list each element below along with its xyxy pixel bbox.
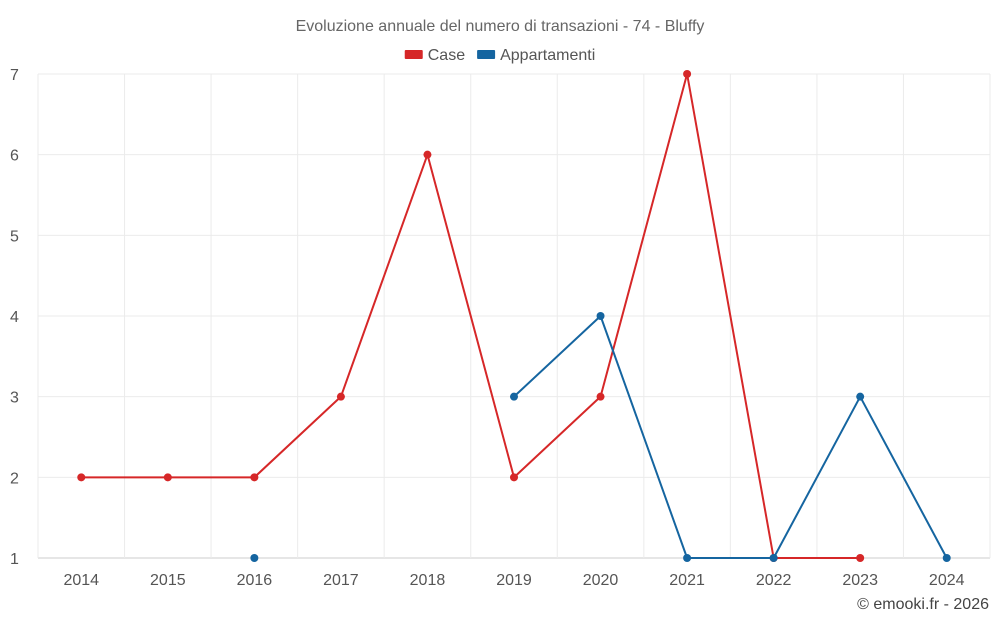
y-tick-label: 7 xyxy=(10,67,19,84)
chart-title: Evoluzione annuale del numero di transaz… xyxy=(296,18,705,35)
series-layer xyxy=(77,70,951,562)
x-tick-label: 2022 xyxy=(756,572,792,589)
x-tick-label: 2019 xyxy=(496,572,532,589)
x-tick-label: 2021 xyxy=(669,572,705,589)
data-point-case[interactable] xyxy=(163,473,172,482)
legend-swatch xyxy=(404,50,423,59)
data-point-case[interactable] xyxy=(596,392,605,401)
data-point-case[interactable] xyxy=(77,473,86,482)
data-point-case[interactable] xyxy=(250,473,259,482)
legend-label: Case xyxy=(428,47,465,64)
series-case xyxy=(77,70,865,562)
data-point-case[interactable] xyxy=(683,70,692,78)
y-tick-label: 3 xyxy=(10,390,19,407)
series-appartamenti xyxy=(250,312,951,562)
legend-item-case[interactable]: Case xyxy=(404,47,465,64)
data-point-case[interactable] xyxy=(510,473,518,482)
axes: 1 2 3 4 5 6 7 2014 2015 2016 2017 2018 2019 2020 2021 2… xyxy=(10,67,965,589)
y-tick-label: 1 xyxy=(10,551,19,568)
y-tick-label: 6 xyxy=(10,148,19,165)
data-point-case[interactable] xyxy=(856,554,865,562)
x-tick-label: 2024 xyxy=(929,572,965,589)
data-point-appartamenti[interactable] xyxy=(769,554,778,562)
x-tick-label: 2017 xyxy=(323,572,359,589)
series-line-case xyxy=(81,73,861,559)
y-tick-label: 5 xyxy=(10,228,19,245)
legend-swatch xyxy=(477,50,496,59)
series-line-appartamenti xyxy=(513,315,948,559)
x-tick-label: 2018 xyxy=(410,572,446,589)
x-tick-label: 2015 xyxy=(150,572,186,589)
data-point-appartamenti[interactable] xyxy=(942,554,951,562)
y-tick-label: 2 xyxy=(10,470,19,487)
credit-text: © emooki.fr - 2026 xyxy=(857,596,989,613)
y-tick-label: 4 xyxy=(10,309,19,326)
x-tick-label: 2020 xyxy=(583,572,619,589)
data-point-appartamenti[interactable] xyxy=(596,312,605,320)
legend-item-appartamenti[interactable]: Appartamenti xyxy=(477,47,595,64)
x-tick-label: 2023 xyxy=(842,572,878,589)
legend-label: Appartamenti xyxy=(500,47,595,64)
data-point-appartamenti[interactable] xyxy=(510,392,518,401)
x-tick-label: 2016 xyxy=(237,572,273,589)
data-point-case[interactable] xyxy=(423,150,432,159)
data-point-case[interactable] xyxy=(336,392,345,401)
data-point-appartamenti[interactable] xyxy=(856,392,865,401)
legend[interactable]: Case Appartamenti xyxy=(404,47,596,64)
data-point-appartamenti[interactable] xyxy=(683,554,692,562)
data-point-appartamenti[interactable] xyxy=(250,554,259,562)
grid xyxy=(37,73,991,559)
x-tick-label: 2014 xyxy=(63,572,99,589)
